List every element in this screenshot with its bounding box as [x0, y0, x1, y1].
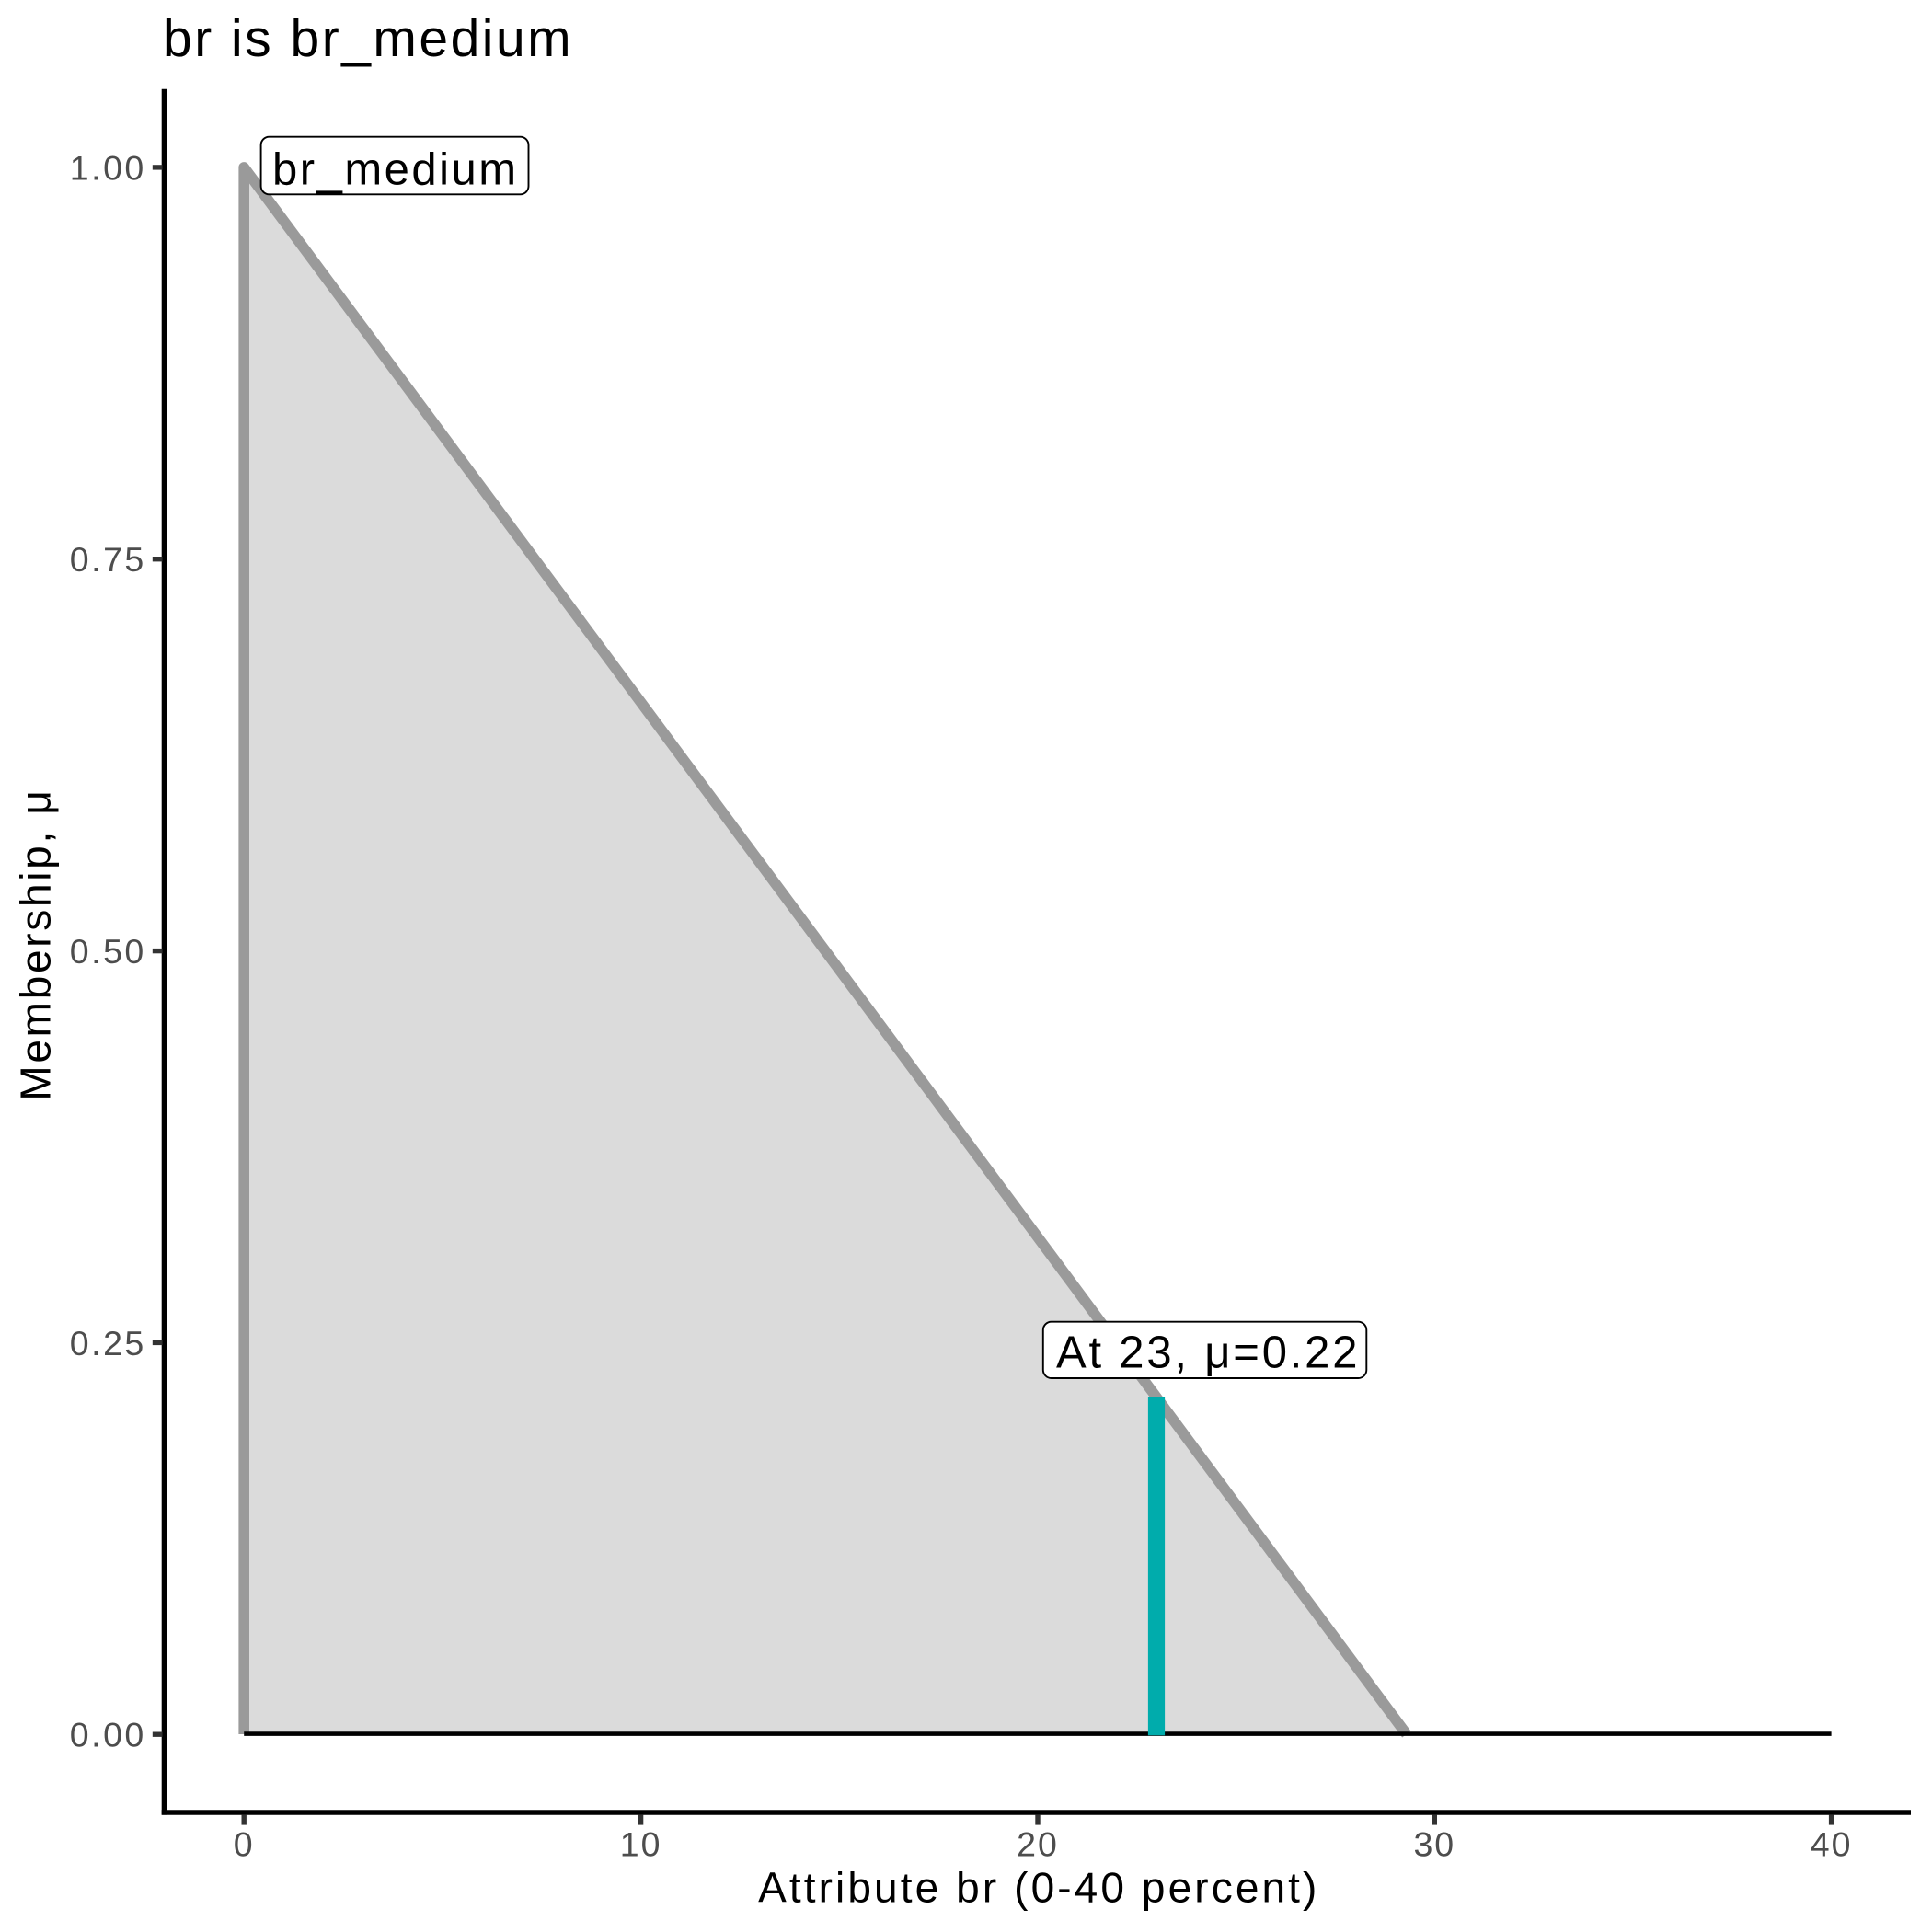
svg-text:0: 0 [234, 1824, 255, 1863]
svg-text:0.25: 0.25 [70, 1324, 146, 1363]
svg-text:20: 20 [1017, 1824, 1059, 1863]
svg-text:Attribute br (0-40 percent): Attribute br (0-40 percent) [758, 1864, 1319, 1912]
svg-text:10: 10 [620, 1824, 662, 1863]
svg-text:40: 40 [1811, 1824, 1853, 1863]
svg-text:0.75: 0.75 [70, 540, 146, 579]
svg-text:30: 30 [1413, 1824, 1455, 1863]
svg-text:Membership, μ: Membership, μ [11, 788, 59, 1100]
svg-text:br_medium: br_medium [272, 145, 519, 195]
svg-text:0.50: 0.50 [70, 932, 146, 971]
svg-text:At 23, μ=0.22: At 23, μ=0.22 [1056, 1328, 1360, 1378]
svg-text:br is br_medium: br is br_medium [163, 9, 573, 68]
svg-text:1.00: 1.00 [70, 148, 146, 187]
svg-text:0.00: 0.00 [70, 1716, 146, 1754]
